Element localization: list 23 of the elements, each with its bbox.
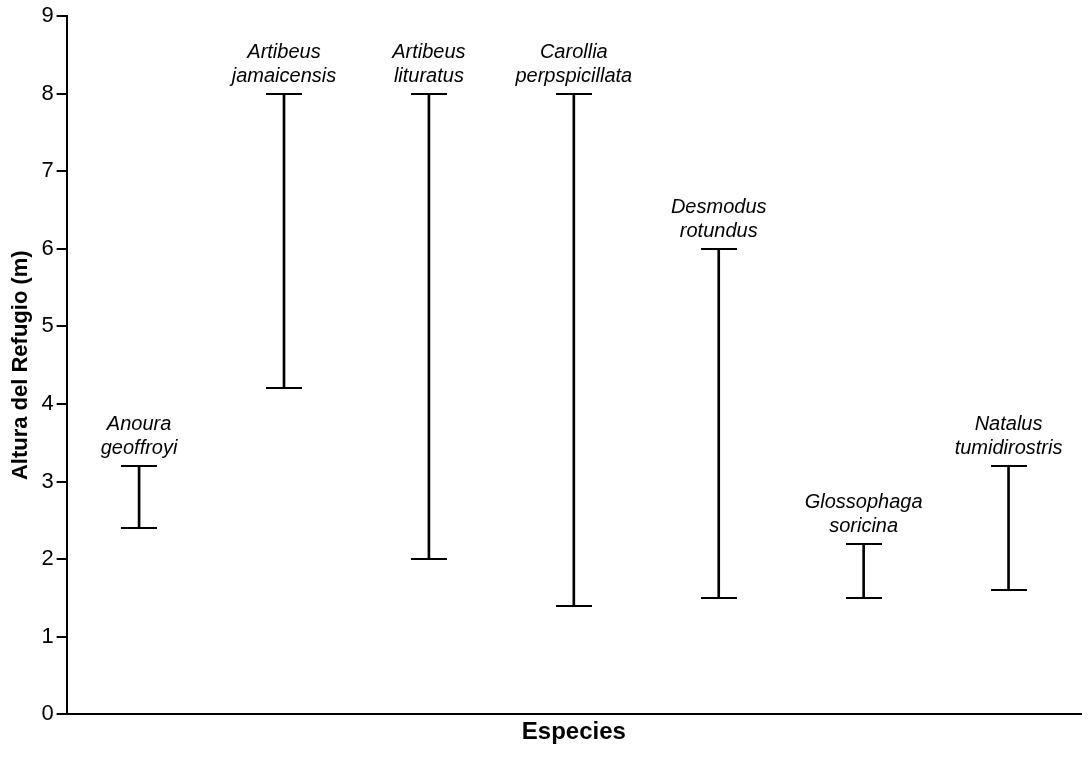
- y-tick-label: 6: [41, 234, 54, 260]
- y-tick-label: 7: [41, 157, 54, 183]
- y-tick-label: 5: [41, 312, 54, 338]
- y-tick-label: 8: [41, 79, 54, 105]
- x-tick-label: Artibeus lituratus: [391, 39, 466, 86]
- bar: [1007, 465, 1010, 591]
- x-tick-label: Glossophaga soricina: [804, 489, 923, 536]
- x-axis-title: Especies: [521, 717, 626, 745]
- y-tick-label: 3: [41, 467, 54, 493]
- y-tick-label: 0: [41, 700, 54, 726]
- y-tick-label: 9: [41, 2, 54, 28]
- bar: [717, 248, 721, 599]
- x-tick-label: Anoura geoffroyi: [100, 412, 178, 459]
- x-tick-label: Desmodus rotundus: [670, 194, 767, 241]
- x-tick-label: Artibeus jamaicensis: [228, 39, 337, 86]
- x-tick-label: Carollia perpspicillata: [514, 39, 633, 86]
- y-tick-label: 2: [41, 545, 54, 571]
- y-tick-label: 1: [41, 622, 54, 648]
- bar: [862, 543, 865, 599]
- bar: [572, 93, 576, 606]
- y-tick-label: 4: [41, 390, 54, 416]
- x-tick-label: Natalus tumidirostris: [954, 412, 1063, 459]
- y-axis-title: Altura del Refugio (m): [7, 250, 33, 481]
